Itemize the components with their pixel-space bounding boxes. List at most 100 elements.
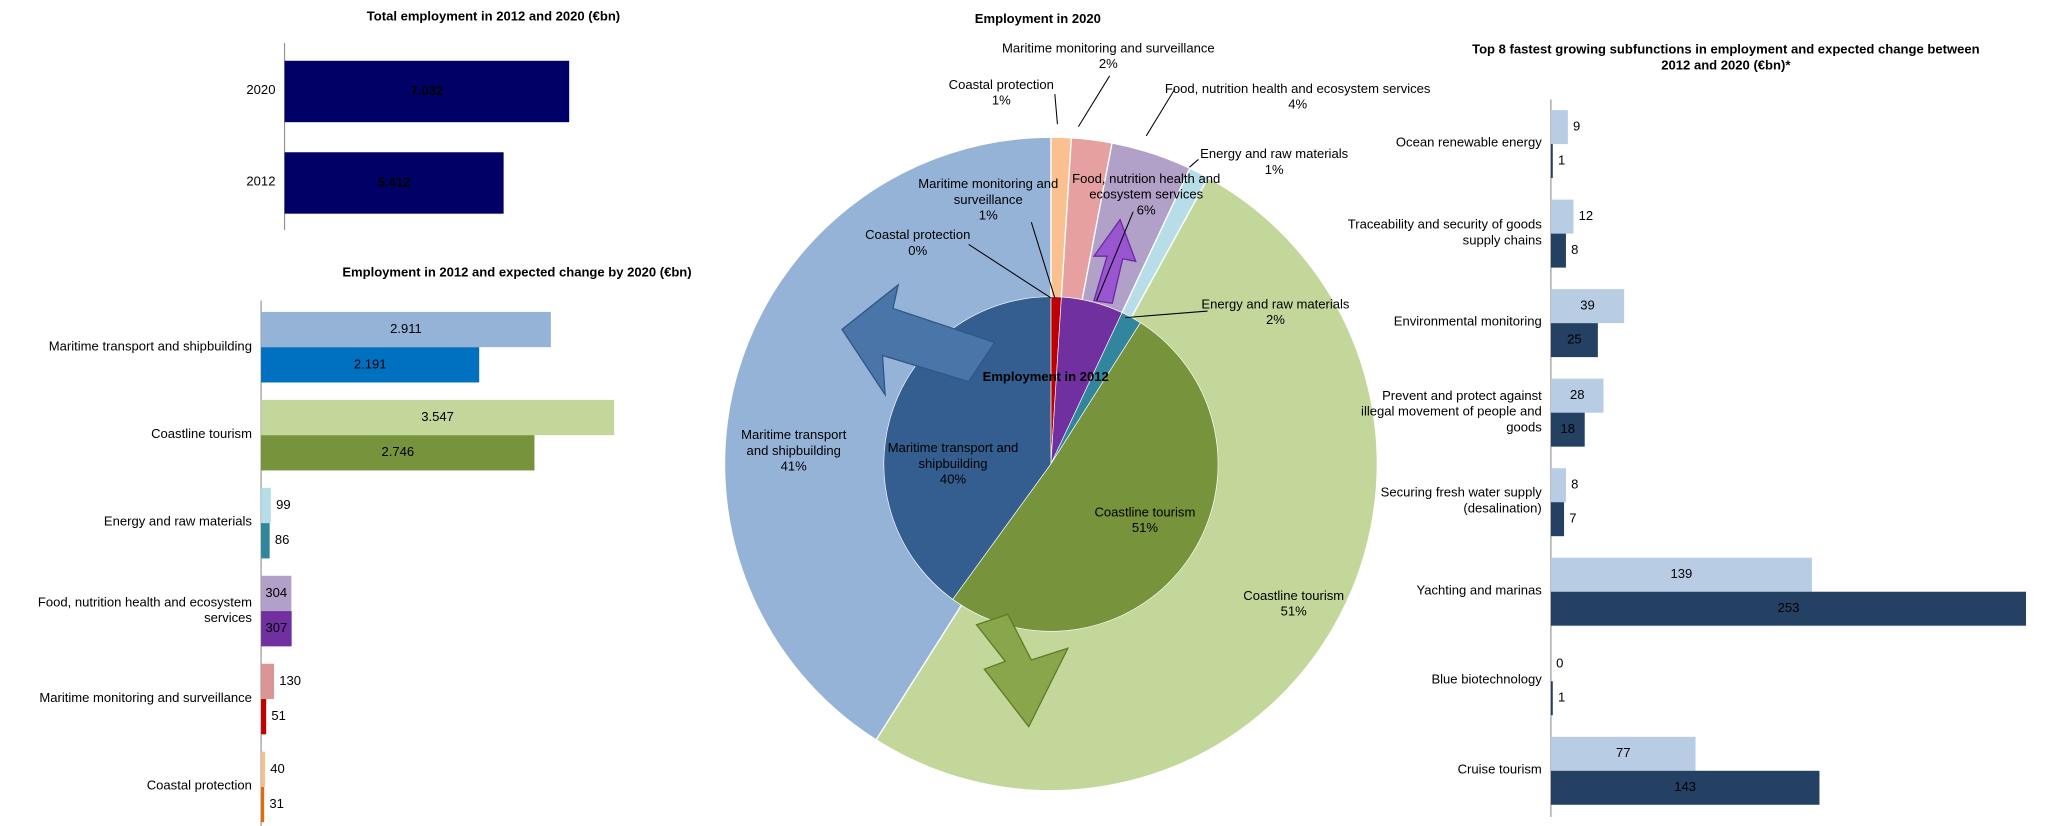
inner-slice-label-box: Maritime monitoring and surveillance 1% xyxy=(913,170,1063,233)
chart-title: Top 8 fastest growing subfunctions in em… xyxy=(1458,39,1993,78)
category-label: Securing fresh water supply (desalinatio… xyxy=(1380,486,1542,517)
outer-slice-label-box: Maritime monitoring and surveillance 2% xyxy=(991,26,1226,89)
bar xyxy=(284,60,570,123)
bar xyxy=(1550,736,1696,771)
value-label: 2.746 xyxy=(381,444,414,459)
category-label-text: 2012 xyxy=(246,175,276,190)
category-label-text: Environmental monitoring xyxy=(1393,315,1542,330)
bar xyxy=(1550,378,1604,413)
inner-title: Employment in 2012 xyxy=(983,369,1109,384)
outer-slice-label-text: Coastal protection xyxy=(948,78,1054,93)
bar xyxy=(261,575,292,612)
category-label-text: Traceability and security of goods suppl… xyxy=(1347,217,1542,248)
category-label-box: Maritime transport and shipbuilding xyxy=(4,321,252,373)
category-label-box: Coastline tourism xyxy=(4,409,252,461)
outer-slice-label-text: 51% xyxy=(1280,605,1307,620)
value-label: 25 xyxy=(1567,332,1582,347)
value-label: 253 xyxy=(1778,600,1800,615)
leader-line xyxy=(1188,159,1199,168)
bar xyxy=(1550,199,1574,234)
bar xyxy=(1550,110,1568,145)
value-label: 3.547 xyxy=(421,409,454,424)
value-label: 7.032 xyxy=(411,83,444,98)
bar xyxy=(261,751,266,787)
category-label-box: Blue biotechnology xyxy=(1346,655,1542,707)
category-label-text: Blue biotechnology xyxy=(1431,673,1542,688)
outer-slice-label-text: Maritime transport and shipbuilding xyxy=(741,428,847,459)
inner-slice-label-text: 2% xyxy=(1266,313,1285,329)
category-label-text: Prevent and protect against illegal move… xyxy=(1361,389,1542,435)
value-label: 31 xyxy=(269,796,284,811)
category-label: Coastal protection xyxy=(4,761,252,813)
bar xyxy=(1550,412,1585,447)
outer-slice-label-box: Coastline tourism 51% xyxy=(1222,574,1366,637)
outer-slice-label-box: Energy and raw materials 1% xyxy=(1176,132,1372,195)
outer-slice-label-text: Food, nutrition health and ecosystem ser… xyxy=(1164,82,1431,97)
value-label: 0 xyxy=(1556,656,1563,671)
value-label: 86 xyxy=(275,532,290,547)
category-label-box: Environmental monitoring xyxy=(1346,297,1542,349)
outer-slice-label: Food, nutrition health and ecosystem ser… xyxy=(1164,82,1431,112)
chart-title: Employment in 2020 xyxy=(975,11,1101,26)
category-label-box: Cruise tourism xyxy=(1346,745,1542,797)
inner-slice-label-text: 51% xyxy=(1131,521,1158,536)
category-label: Traceability and security of goods suppl… xyxy=(1347,217,1542,248)
chart-title: Employment in 2012 and expected change b… xyxy=(342,265,691,280)
bar xyxy=(261,347,480,383)
bar xyxy=(1550,681,1553,716)
category-label-box: Ocean renewable energy xyxy=(1346,118,1542,170)
leader-line xyxy=(1054,94,1058,125)
value-label: 130 xyxy=(279,673,301,688)
inner-slice-label-text: Coastline tourism xyxy=(1094,505,1196,521)
arrow-decoration xyxy=(841,283,996,398)
inner-slice-label-text: 40% xyxy=(939,473,967,488)
category-label: Ocean renewable energy xyxy=(1346,118,1542,170)
value-label: 1 xyxy=(1558,690,1565,705)
bar xyxy=(261,786,265,823)
category-label-text: Maritime monitoring and surveillance xyxy=(39,691,252,706)
bar xyxy=(261,611,292,647)
category-label-text: Energy and raw materials xyxy=(103,515,252,530)
bar xyxy=(261,523,270,559)
outer-slice-label-box: Maritime transport and shipbuilding 41% xyxy=(732,421,856,484)
category-label-box: Yachting and marinas xyxy=(1346,566,1541,618)
leader-line xyxy=(968,243,1052,299)
bar xyxy=(1550,323,1598,358)
inner-slice-label-text: Energy and raw materials xyxy=(1201,297,1350,313)
bar xyxy=(261,487,271,524)
chart-title: Total employment in 2012 and 2020 (€bn) xyxy=(367,8,620,23)
bar xyxy=(1550,289,1625,324)
inner-slice-label-text: Maritime transport and shipbuilding xyxy=(887,441,1019,472)
value-label: 139 xyxy=(1671,566,1693,581)
outer-slice-label-text: 2% xyxy=(1098,57,1118,72)
value-label: 8 xyxy=(1571,242,1578,257)
value-label: 18 xyxy=(1561,421,1576,436)
inner-slice-label-box: Coastal protection 0% xyxy=(852,213,983,276)
category-label-text: Securing fresh water supply (desalinatio… xyxy=(1380,486,1542,517)
chart-title-box: Top 8 fastest growing subfunctions in em… xyxy=(1458,39,1993,78)
leader-line xyxy=(1030,222,1056,299)
bar xyxy=(1550,144,1553,179)
category-label: Prevent and protect against illegal move… xyxy=(1361,389,1542,435)
bar xyxy=(1550,591,2027,626)
leader-line xyxy=(1145,88,1176,137)
category-label-box: Coastal protection xyxy=(4,761,252,813)
value-label: 51 xyxy=(271,708,286,723)
value-label: 143 xyxy=(1674,779,1696,794)
category-label-box: Food, nutrition health and ecosystem ser… xyxy=(4,585,252,637)
inner-slice-label-text: Maritime monitoring and surveillance xyxy=(918,177,1059,208)
bar xyxy=(261,699,267,735)
outer-slice-label-text: 41% xyxy=(780,460,807,475)
category-label-text: Maritime transport and shipbuilding xyxy=(48,339,252,354)
bar xyxy=(261,663,275,700)
inner-slice-label-box: Coastline tourism 51% xyxy=(1083,490,1207,553)
inner-slice-label-text: Food, nutrition health and ecosystem ser… xyxy=(1072,172,1221,203)
outer-slice-label-text: Maritime monitoring and surveillance xyxy=(1002,41,1215,57)
